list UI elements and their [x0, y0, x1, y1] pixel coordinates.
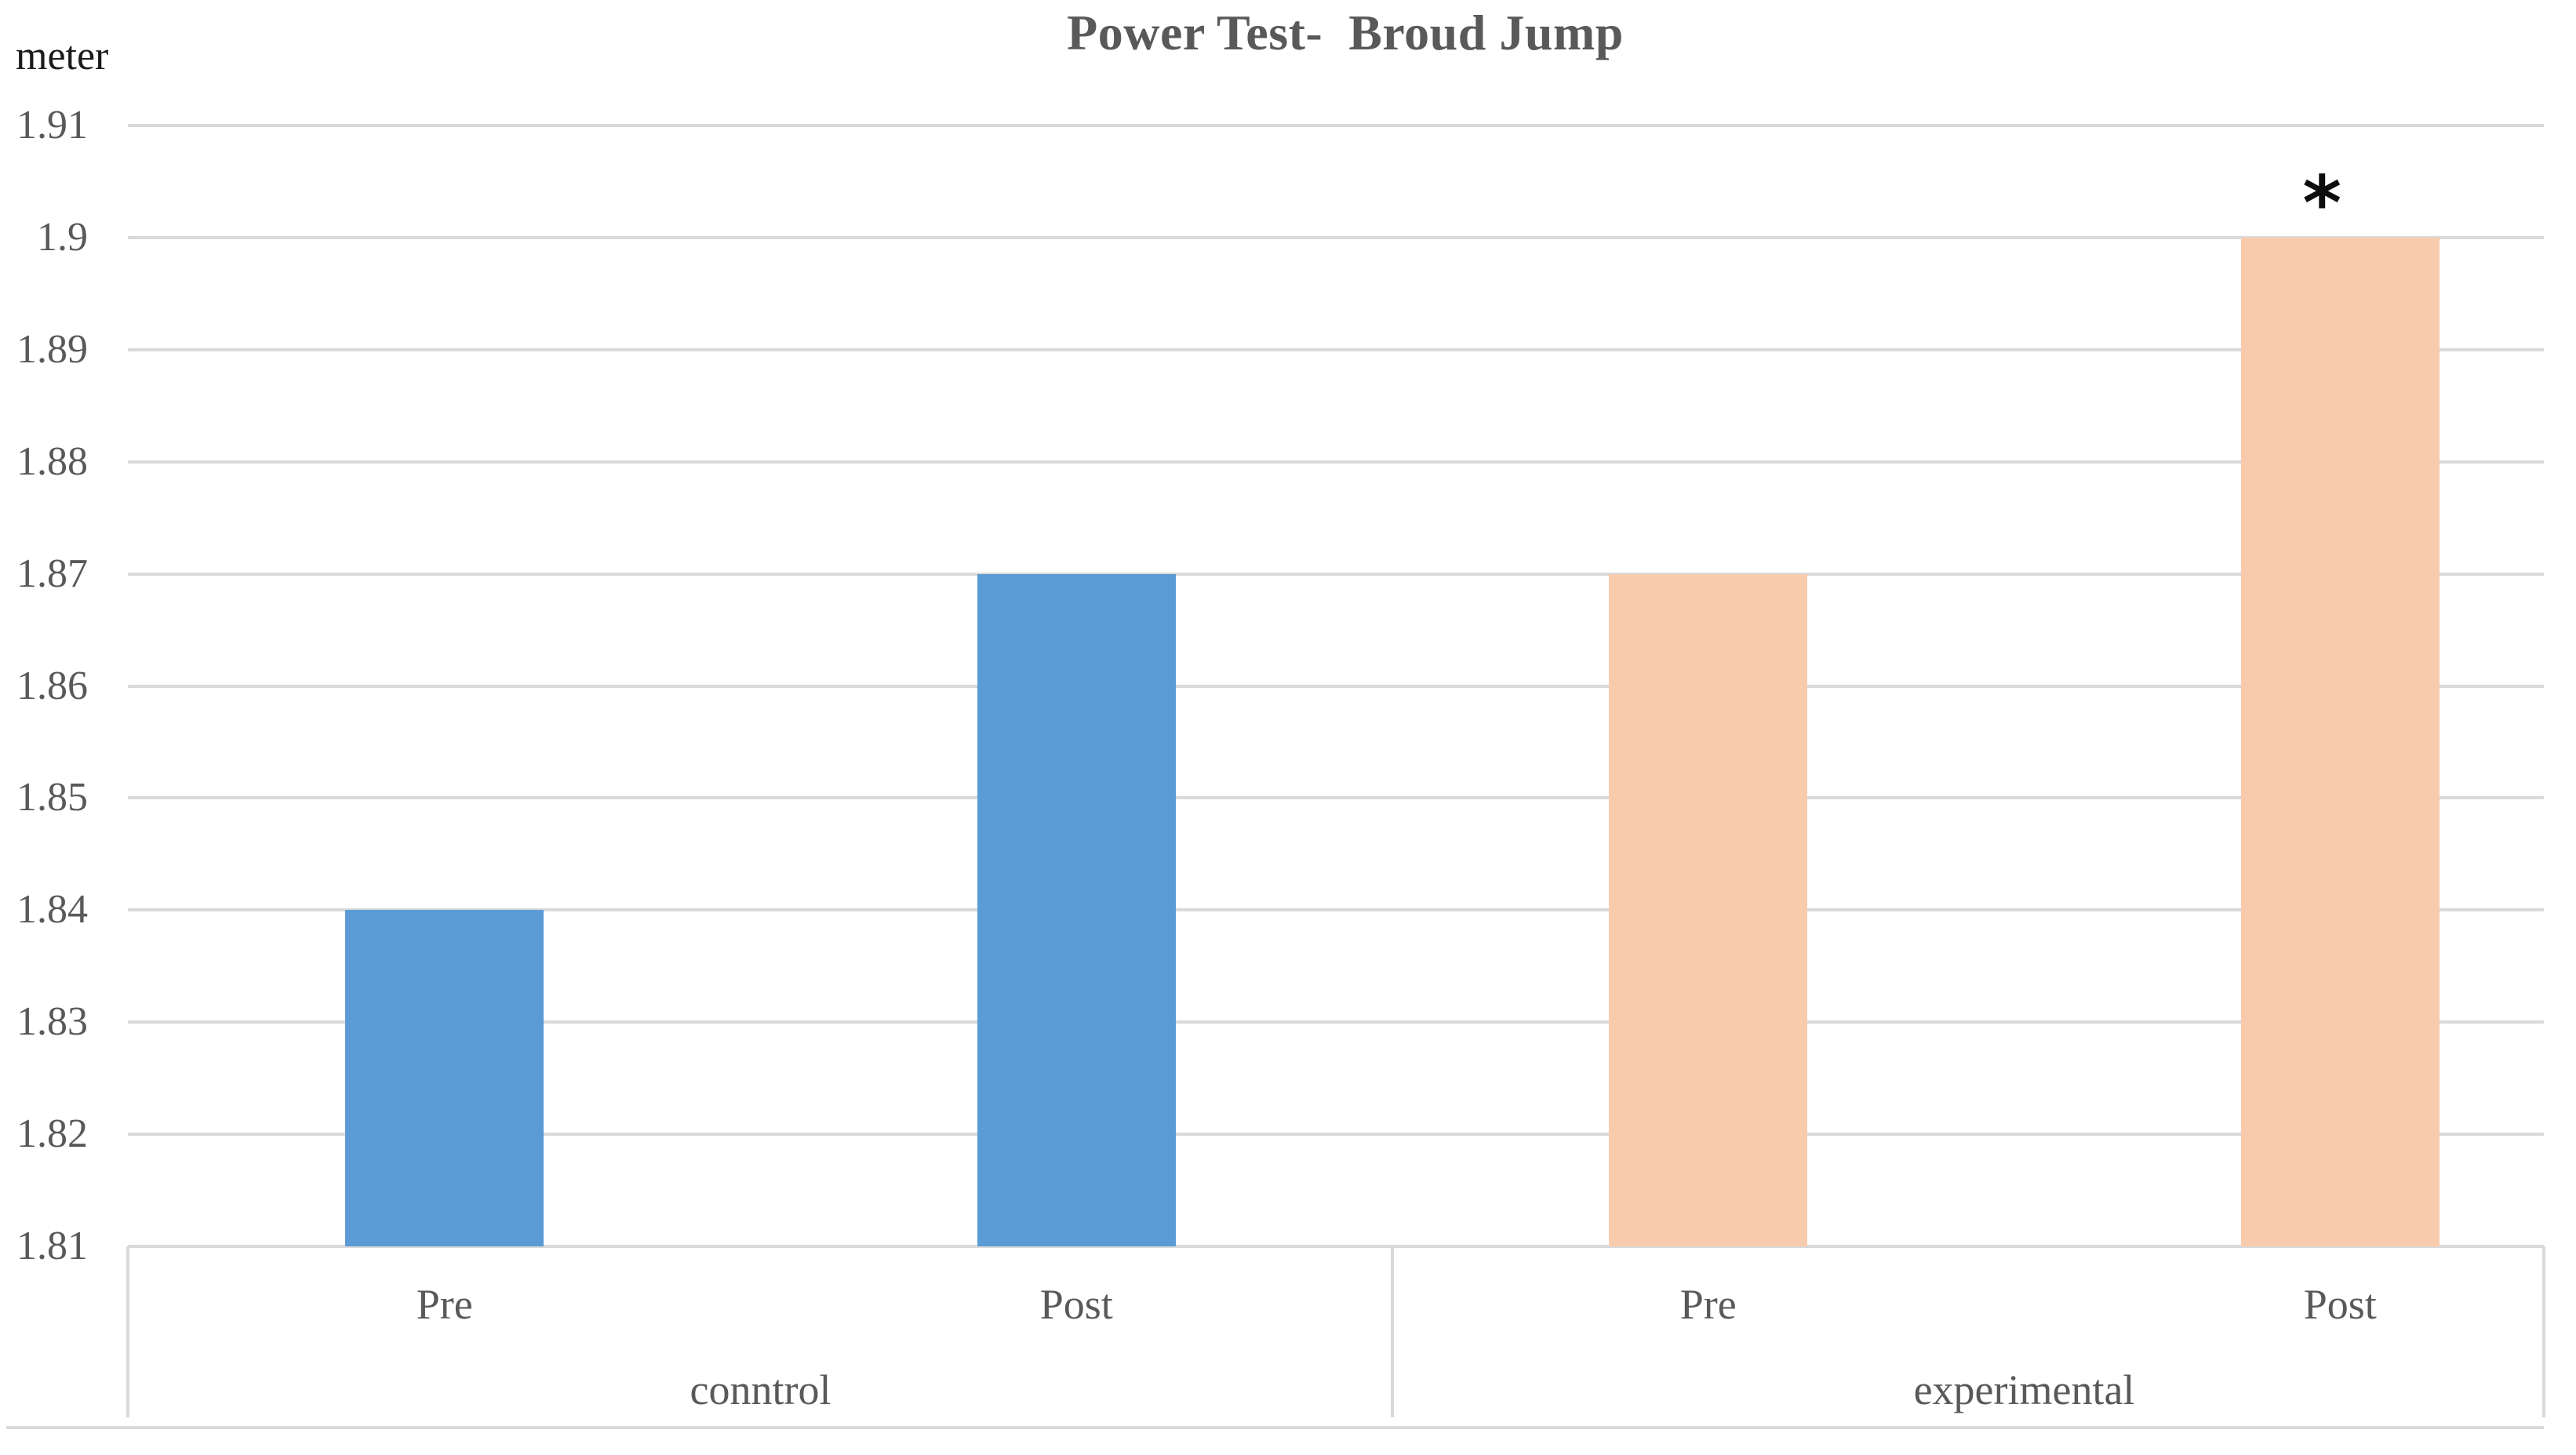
group-label-experimental: experimental: [1913, 1366, 2135, 1413]
y-tick-label: 1.89: [16, 326, 88, 372]
category-box-bottom-border: [6, 1426, 2544, 1429]
category-label-post: Post: [1039, 1281, 1113, 1328]
gridline: [128, 1133, 2544, 1137]
y-tick-label: 1.9: [37, 214, 88, 260]
category-label-post: Post: [2303, 1281, 2377, 1328]
gridline: [128, 235, 2544, 239]
chart-title: Power Test- Broud Jump: [1067, 5, 1624, 60]
y-tick-label: 1.87: [16, 551, 88, 596]
significance-asterisk: *: [2302, 161, 2342, 247]
gridline: [128, 1020, 2544, 1024]
gridline: [128, 1245, 2544, 1248]
category-label-pre: Pre: [416, 1281, 473, 1328]
gridline: [128, 908, 2544, 912]
gridline: [128, 796, 2544, 800]
category-box-right-border: [2542, 1246, 2545, 1417]
bar-experimental-post: [2240, 237, 2440, 1246]
y-tick-label: 1.83: [16, 999, 88, 1045]
y-tick-label: 1.91: [16, 103, 88, 147]
bar-experimental-pre: [1609, 573, 1808, 1246]
gridline: [128, 684, 2544, 688]
bar-conntrol-post: [977, 573, 1176, 1246]
y-axis-unit-label: meter: [16, 34, 109, 78]
y-tick-label: 1.88: [16, 438, 88, 484]
y-tick-label: 1.82: [16, 1111, 88, 1157]
category-group-divider: [1391, 1246, 1394, 1417]
gridline: [128, 460, 2544, 464]
gridline: [128, 347, 2544, 351]
y-tick-label: 1.84: [16, 887, 88, 933]
category-box-left-border: [126, 1246, 129, 1417]
bar-conntrol-pre: [345, 910, 544, 1246]
y-tick-label: 1.81: [16, 1224, 88, 1268]
category-label-pre: Pre: [1679, 1281, 1737, 1328]
group-label-conntrol: conntrol: [689, 1366, 831, 1413]
gridline: [128, 572, 2544, 576]
y-tick-label: 1.85: [16, 775, 88, 820]
gridline: [128, 124, 2544, 127]
y-tick-label: 1.86: [16, 663, 88, 708]
